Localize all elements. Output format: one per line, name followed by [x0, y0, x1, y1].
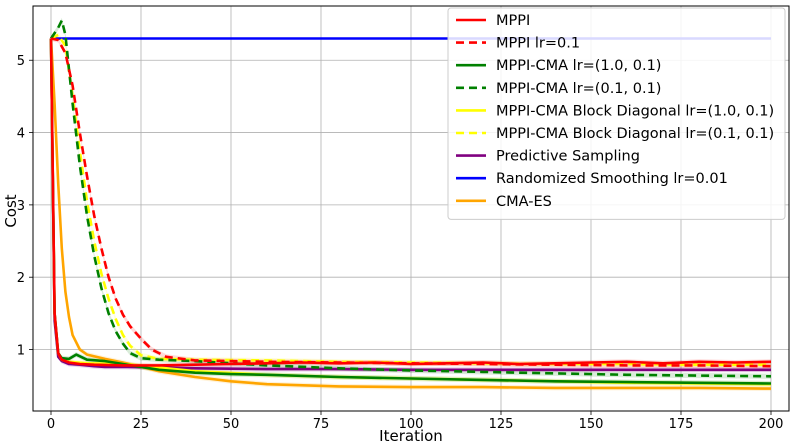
y-tick-label: 1 [17, 344, 25, 359]
x-tick-label: 125 [489, 417, 514, 432]
y-tick-label: 2 [17, 271, 25, 286]
x-tick-label: 0 [47, 417, 55, 432]
y-axis-label: Cost [2, 194, 20, 227]
legend-label: MPPI-CMA Block Diagonal lr=(0.1, 0.1) [496, 126, 774, 142]
y-axis-ticks: 1 2 3 4 5 [17, 54, 33, 359]
x-tick-label: 200 [759, 417, 784, 432]
variance-band [51, 17, 771, 379]
legend-label: MPPI [496, 13, 530, 29]
x-axis-ticks: 0 25 50 75 100 125 150 175 200 [47, 411, 784, 432]
series-lines [49, 19, 772, 390]
x-tick-label: 175 [669, 417, 694, 432]
legend-label: MPPI-CMA lr=(0.1, 0.1) [496, 81, 661, 97]
legend-label: MPPI lr=0.1 [496, 36, 580, 52]
x-tick-label: 25 [133, 417, 150, 432]
y-tick-label: 4 [17, 127, 25, 142]
x-tick-label: 75 [313, 417, 330, 432]
series-line-4 [49, 19, 772, 378]
x-tick-label: 100 [399, 417, 424, 432]
legend-label: MPPI-CMA Block Diagonal lr=(1.0, 0.1) [496, 103, 774, 119]
x-tick-label: 50 [223, 417, 240, 432]
legend-label: Randomized Smoothing lr=0.01 [496, 171, 728, 187]
legend-label: Predictive Sampling [496, 149, 640, 165]
x-axis-label: Iteration [379, 427, 443, 445]
legend: MPPI MPPI lr=0.1 MPPI-CMA lr=(1.0, 0.1) MPP… [447, 7, 786, 220]
legend-label: MPPI-CMA lr=(1.0, 0.1) [496, 58, 661, 74]
y-tick-label: 5 [17, 54, 25, 69]
legend-box [447, 7, 786, 220]
x-tick-label: 150 [579, 417, 604, 432]
series-line-6 [50, 33, 771, 367]
series-line-3 [49, 38, 772, 385]
y-tick-label: 3 [17, 199, 25, 214]
legend-label: CMA-ES [496, 194, 552, 210]
series-line-1 [49, 38, 772, 367]
